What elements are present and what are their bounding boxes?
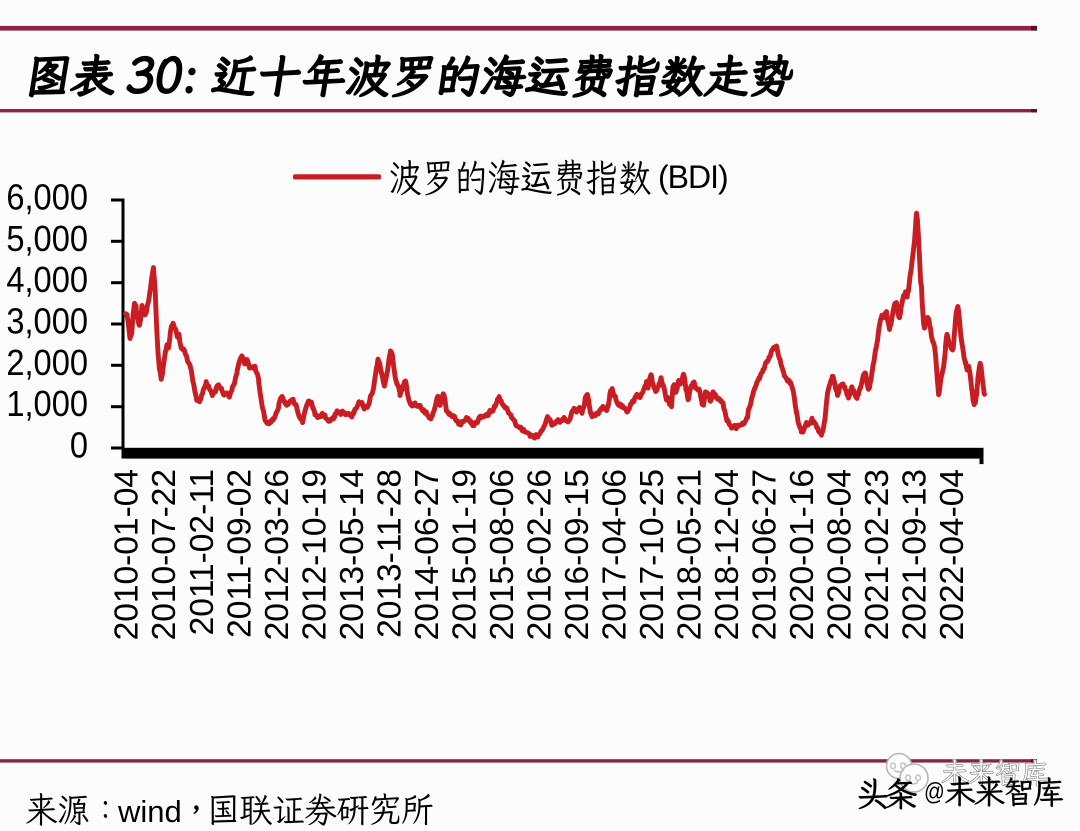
svg-text:2022-04-04: 2022-04-04 (934, 469, 971, 640)
svg-text:1,000: 1,000 (6, 385, 88, 425)
svg-text:2020-08-04: 2020-08-04 (822, 469, 859, 640)
svg-text:2019-06-27: 2019-06-27 (747, 469, 784, 640)
svg-text:2016-09-15: 2016-09-15 (559, 469, 596, 640)
svg-text:2017-10-25: 2017-10-25 (634, 469, 671, 640)
svg-text:2018-12-04: 2018-12-04 (709, 469, 746, 640)
svg-text:@: @ (924, 777, 945, 805)
svg-text:3,000: 3,000 (6, 302, 88, 342)
svg-text:2020-01-16: 2020-01-16 (784, 469, 821, 640)
svg-text:2,000: 2,000 (6, 343, 88, 383)
svg-text:2014-06-27: 2014-06-27 (409, 469, 446, 640)
svg-text:2011-09-02: 2011-09-02 (221, 469, 258, 638)
svg-text:2021-09-13: 2021-09-13 (897, 469, 934, 640)
svg-text:2015-08-06: 2015-08-06 (484, 469, 521, 640)
svg-text:2013-05-14: 2013-05-14 (334, 469, 371, 640)
svg-text:2016-02-26: 2016-02-26 (522, 469, 559, 640)
svg-text:2012-10-19: 2012-10-19 (296, 469, 333, 640)
svg-text:5,000: 5,000 (6, 219, 88, 259)
svg-text:2017-04-06: 2017-04-06 (597, 469, 634, 640)
svg-text:0: 0 (70, 426, 88, 466)
svg-text:wind: wind (117, 794, 182, 826)
svg-text:2010-01-04: 2010-01-04 (109, 469, 146, 640)
svg-text:2012-03-26: 2012-03-26 (259, 469, 296, 640)
svg-text:2010-07-22: 2010-07-22 (146, 469, 183, 640)
svg-text:6,000: 6,000 (6, 178, 88, 218)
svg-text:4,000: 4,000 (6, 261, 88, 301)
svg-text:2018-05-21: 2018-05-21 (672, 469, 709, 640)
svg-text:2015-01-19: 2015-01-19 (446, 469, 483, 640)
svg-text:2011-02-11: 2011-02-11 (184, 469, 221, 635)
svg-text:2021-02-23: 2021-02-23 (859, 469, 896, 640)
svg-text:2013-11-28: 2013-11-28 (371, 469, 408, 638)
svg-text:(BDI): (BDI) (658, 159, 728, 195)
